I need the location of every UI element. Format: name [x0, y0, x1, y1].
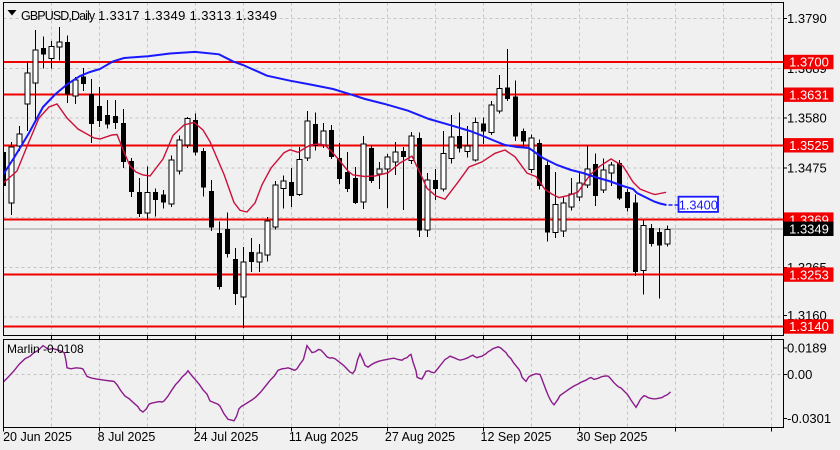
svg-text:20 Jun 2025: 20 Jun 2025 [3, 430, 72, 444]
svg-text:0.0189: 0.0189 [787, 341, 827, 356]
svg-text:1.3160: 1.3160 [787, 308, 827, 323]
svg-text:1.3253: 1.3253 [789, 267, 829, 282]
svg-text:1.3475: 1.3475 [787, 160, 827, 175]
svg-text:8 Jul 2025: 8 Jul 2025 [98, 430, 156, 444]
svg-text:1.3400: 1.3400 [679, 198, 718, 213]
svg-text:1.3140: 1.3140 [789, 319, 829, 334]
svg-text:1.3631: 1.3631 [789, 87, 829, 102]
svg-text:1.3790: 1.3790 [787, 11, 827, 26]
svg-text:0.00: 0.00 [787, 367, 812, 382]
svg-text:1.3525: 1.3525 [789, 138, 829, 153]
svg-text:-0.0301: -0.0301 [787, 411, 831, 426]
svg-text:1.3700: 1.3700 [789, 55, 829, 70]
svg-text:1.3349: 1.3349 [789, 222, 829, 237]
svg-text:1.3317 1.3349 1.3313 1.3349: 1.3317 1.3349 1.3313 1.3349 [98, 8, 277, 23]
svg-text:12 Sep 2025: 12 Sep 2025 [481, 430, 552, 444]
svg-text:GBPUSD,Daily: GBPUSD,Daily [21, 9, 96, 23]
svg-text:30 Sep 2025: 30 Sep 2025 [577, 430, 648, 444]
svg-text:24 Jul 2025: 24 Jul 2025 [194, 430, 259, 444]
svg-text:11 Aug 2025: 11 Aug 2025 [289, 430, 358, 444]
svg-text:Marlin -0.0108: Marlin -0.0108 [7, 342, 84, 356]
svg-text:1.3580: 1.3580 [787, 111, 827, 126]
svg-text:27 Aug 2025: 27 Aug 2025 [385, 430, 455, 444]
